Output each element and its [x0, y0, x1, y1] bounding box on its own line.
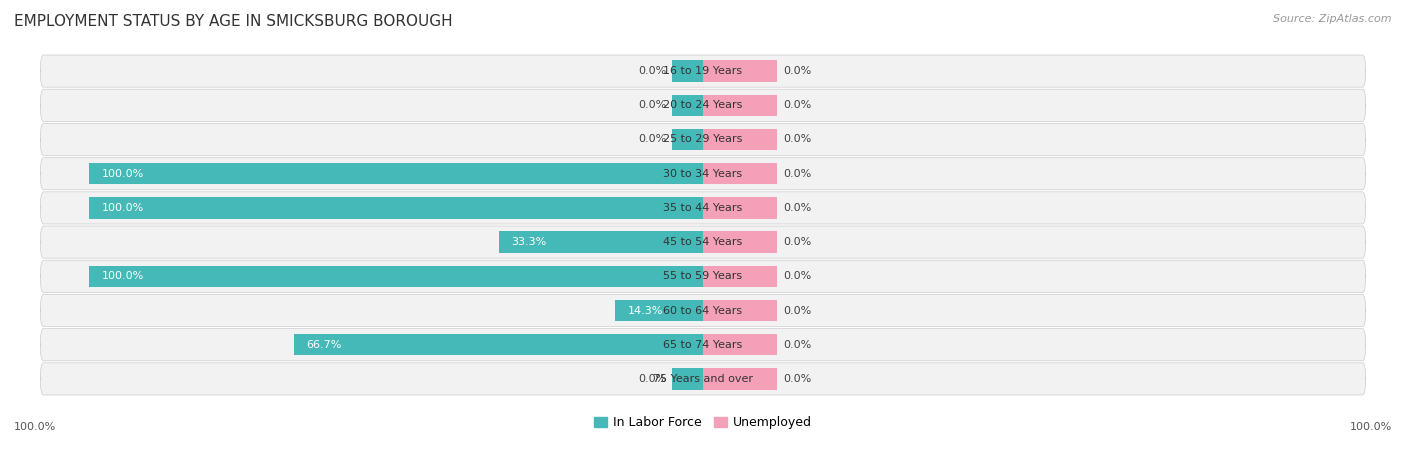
Text: 0.0%: 0.0% [638, 135, 666, 144]
Bar [703, 368, 776, 390]
Bar [703, 334, 776, 356]
Text: 0.0%: 0.0% [783, 340, 811, 350]
Text: 0.0%: 0.0% [783, 374, 811, 384]
Text: 0.0%: 0.0% [783, 169, 811, 179]
Bar [294, 334, 703, 356]
Bar [703, 231, 776, 253]
Bar [703, 129, 776, 150]
FancyBboxPatch shape [41, 123, 1365, 156]
Text: 65 to 74 Years: 65 to 74 Years [664, 340, 742, 350]
Text: 20 to 24 Years: 20 to 24 Years [664, 100, 742, 110]
Legend: In Labor Force, Unemployed: In Labor Force, Unemployed [589, 411, 817, 434]
FancyBboxPatch shape [41, 192, 1365, 224]
FancyBboxPatch shape [41, 363, 1365, 395]
Text: 100.0%: 100.0% [101, 169, 143, 179]
Text: 0.0%: 0.0% [783, 100, 811, 110]
Text: 0.0%: 0.0% [783, 237, 811, 247]
Bar [90, 163, 703, 184]
FancyBboxPatch shape [41, 328, 1365, 361]
Text: 60 to 64 Years: 60 to 64 Years [664, 306, 742, 315]
Bar [703, 197, 776, 219]
Text: 0.0%: 0.0% [638, 374, 666, 384]
FancyBboxPatch shape [41, 55, 1365, 87]
FancyBboxPatch shape [41, 226, 1365, 258]
Text: EMPLOYMENT STATUS BY AGE IN SMICKSBURG BOROUGH: EMPLOYMENT STATUS BY AGE IN SMICKSBURG B… [14, 14, 453, 28]
Text: 0.0%: 0.0% [638, 100, 666, 110]
Bar [672, 129, 703, 150]
Bar [672, 60, 703, 82]
Text: 16 to 19 Years: 16 to 19 Years [664, 66, 742, 76]
Text: Source: ZipAtlas.com: Source: ZipAtlas.com [1274, 14, 1392, 23]
Bar [703, 163, 776, 184]
Text: 0.0%: 0.0% [783, 203, 811, 213]
Text: 0.0%: 0.0% [638, 66, 666, 76]
Text: 100.0%: 100.0% [101, 271, 143, 281]
Bar [672, 368, 703, 390]
Text: 75 Years and over: 75 Years and over [652, 374, 754, 384]
FancyBboxPatch shape [41, 158, 1365, 190]
Text: 100.0%: 100.0% [101, 203, 143, 213]
Text: 33.3%: 33.3% [510, 237, 546, 247]
Text: 55 to 59 Years: 55 to 59 Years [664, 271, 742, 281]
Text: 0.0%: 0.0% [783, 135, 811, 144]
Bar [672, 94, 703, 116]
Bar [703, 266, 776, 287]
Text: 45 to 54 Years: 45 to 54 Years [664, 237, 742, 247]
Bar [499, 231, 703, 253]
Text: 66.7%: 66.7% [307, 340, 342, 350]
Bar [703, 60, 776, 82]
Text: 0.0%: 0.0% [783, 66, 811, 76]
Text: 25 to 29 Years: 25 to 29 Years [664, 135, 742, 144]
Bar [703, 94, 776, 116]
Bar [90, 266, 703, 287]
Bar [703, 300, 776, 321]
FancyBboxPatch shape [41, 260, 1365, 292]
Bar [616, 300, 703, 321]
Text: 100.0%: 100.0% [14, 422, 56, 432]
FancyBboxPatch shape [41, 89, 1365, 122]
Text: 30 to 34 Years: 30 to 34 Years [664, 169, 742, 179]
Text: 35 to 44 Years: 35 to 44 Years [664, 203, 742, 213]
Text: 100.0%: 100.0% [1350, 422, 1392, 432]
Text: 0.0%: 0.0% [783, 271, 811, 281]
Bar [90, 197, 703, 219]
Text: 0.0%: 0.0% [783, 306, 811, 315]
Text: 14.3%: 14.3% [627, 306, 662, 315]
FancyBboxPatch shape [41, 294, 1365, 327]
